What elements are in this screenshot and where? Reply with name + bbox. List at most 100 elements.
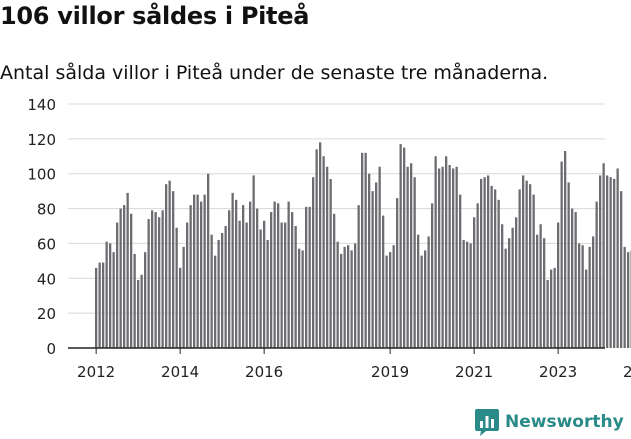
bar xyxy=(546,280,549,348)
bar xyxy=(592,236,595,348)
bar xyxy=(165,184,168,348)
y-tick-label: 20 xyxy=(37,305,56,323)
bar xyxy=(263,220,266,348)
bar xyxy=(553,267,556,348)
bar-chart-speech-icon xyxy=(475,409,499,436)
bar xyxy=(270,212,273,348)
bar xyxy=(200,201,203,348)
bar xyxy=(333,213,336,348)
bar xyxy=(445,156,448,348)
bar xyxy=(273,201,276,348)
bar xyxy=(602,163,605,348)
bar xyxy=(203,194,206,348)
bar xyxy=(539,224,542,348)
bar xyxy=(550,269,553,348)
bar xyxy=(378,166,381,348)
bar xyxy=(182,246,185,348)
bar xyxy=(438,168,441,348)
bar xyxy=(214,255,217,348)
bar xyxy=(259,229,262,348)
bar xyxy=(291,212,294,348)
bar xyxy=(224,226,227,348)
x-tick-label: 2012 xyxy=(77,363,115,381)
chart-title: 106 villor såldes i Piteå xyxy=(0,2,310,30)
x-tick-label: 2025 xyxy=(623,363,631,381)
bar xyxy=(410,163,413,348)
bar xyxy=(623,246,626,348)
bar xyxy=(350,250,353,348)
bar xyxy=(287,201,290,348)
bar xyxy=(504,248,507,348)
bar xyxy=(375,182,378,348)
bar xyxy=(347,245,350,348)
bar xyxy=(298,248,301,348)
bar xyxy=(133,253,136,348)
y-tick-label: 40 xyxy=(37,270,56,288)
bar xyxy=(102,262,105,348)
bar xyxy=(574,212,577,348)
bar xyxy=(228,210,231,348)
bar xyxy=(452,168,455,348)
bar xyxy=(448,165,451,348)
bar xyxy=(105,241,108,348)
y-tick-label: 120 xyxy=(27,131,56,149)
y-tick-label: 80 xyxy=(37,201,56,219)
bar xyxy=(354,243,357,348)
bar xyxy=(515,217,518,348)
bar xyxy=(613,178,616,348)
bar xyxy=(371,191,374,348)
bar xyxy=(340,253,343,348)
bar xyxy=(455,166,458,348)
bar xyxy=(308,206,311,348)
bar xyxy=(399,144,402,348)
bar xyxy=(196,194,199,348)
bar xyxy=(501,224,504,348)
bar xyxy=(420,255,423,348)
bar xyxy=(476,203,479,348)
chart-subtitle: Antal sålda villor i Piteå under de sena… xyxy=(0,62,549,84)
bar xyxy=(522,175,525,348)
bar xyxy=(147,219,150,348)
bar xyxy=(284,222,287,348)
bar xyxy=(210,234,213,348)
bar xyxy=(266,239,269,348)
bar xyxy=(361,152,364,348)
bar xyxy=(466,241,469,348)
bar xyxy=(242,205,245,348)
bar xyxy=(130,213,133,348)
bar xyxy=(329,178,332,348)
bar xyxy=(301,250,304,348)
bar xyxy=(364,152,367,348)
bar xyxy=(252,175,255,348)
bar xyxy=(497,199,500,348)
bar xyxy=(427,236,430,348)
bar xyxy=(536,234,539,348)
bar xyxy=(172,191,175,348)
bar xyxy=(112,252,115,348)
y-tick-label: 100 xyxy=(27,166,56,184)
x-tick-label: 2016 xyxy=(245,363,283,381)
bar xyxy=(158,217,161,348)
bar xyxy=(137,280,140,348)
bar xyxy=(508,238,511,348)
y-tick-label: 140 xyxy=(27,96,56,114)
bar xyxy=(312,177,315,348)
bar xyxy=(434,156,437,348)
bar xyxy=(343,246,346,348)
bar xyxy=(599,175,602,348)
bar xyxy=(186,222,189,348)
bar xyxy=(441,166,444,348)
y-axis-labels: 0 20 40 60 80 100 120 140 xyxy=(27,96,56,358)
bar xyxy=(620,191,623,348)
bar xyxy=(473,217,476,348)
bar xyxy=(581,245,584,348)
bar xyxy=(424,250,427,348)
bar xyxy=(494,189,497,348)
bar xyxy=(168,180,171,348)
bar xyxy=(95,267,98,348)
bar xyxy=(221,232,224,348)
bar xyxy=(382,215,385,348)
x-tick-label: 2014 xyxy=(161,363,199,381)
bar xyxy=(277,203,280,348)
